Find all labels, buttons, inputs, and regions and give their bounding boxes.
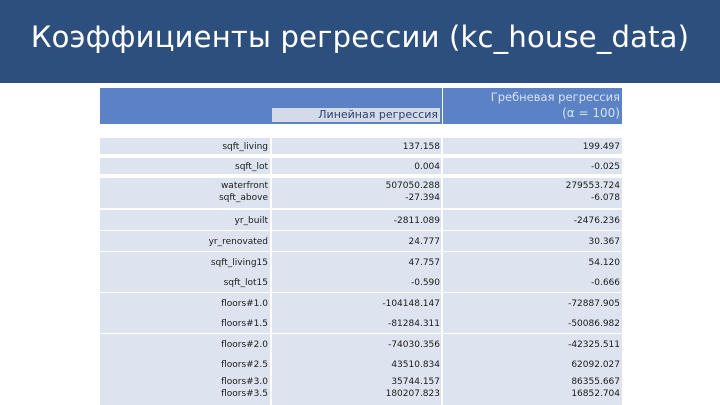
linear-coefficient: -104148.147 bbox=[272, 298, 440, 310]
linear-coefficient: 24.777 bbox=[272, 236, 441, 248]
feature-label-line: sqft_lot bbox=[235, 162, 268, 172]
table-row bbox=[100, 178, 622, 208]
table-row bbox=[100, 374, 622, 405]
ridge-coefficient: 62092.027 bbox=[443, 359, 620, 371]
ridge-coefficient: -72887.905 bbox=[443, 298, 620, 310]
linear-coefficient-line: -74030.356 bbox=[388, 340, 440, 350]
ridge-coefficient-line: 199.497 bbox=[582, 142, 620, 152]
linear-coefficient-line: 137.158 bbox=[402, 142, 440, 152]
ridge-coefficient: 86355.667 16852.704 bbox=[443, 376, 620, 400]
linear-coefficient-line: -27.394 bbox=[405, 193, 440, 203]
column-separator bbox=[270, 124, 272, 405]
linear-coefficient-line: -81284.311 bbox=[388, 319, 440, 329]
feature-label-line: sqft_living15 bbox=[210, 258, 268, 268]
linear-coefficient-line: 35744.157 bbox=[391, 377, 440, 387]
linear-coefficient-line: -104148.147 bbox=[382, 299, 440, 309]
feature-label-line: floors#1.0 bbox=[221, 299, 268, 309]
feature-label: waterfront sqft_above bbox=[100, 180, 268, 204]
linear-coefficient-line: 180207.823 bbox=[385, 389, 440, 399]
feature-label-line: floors#2.5 bbox=[221, 360, 268, 370]
linear-coefficient: 137.158 bbox=[272, 141, 440, 153]
table-row bbox=[100, 138, 622, 154]
ridge-coefficient-line: -6.078 bbox=[590, 193, 620, 203]
linear-coefficient: 507050.288 -27.394 bbox=[272, 180, 440, 204]
feature-label-line: floors#1.5 bbox=[221, 319, 268, 329]
table-row bbox=[100, 272, 622, 292]
table-row bbox=[100, 354, 622, 374]
feature-label-line: floors#2.0 bbox=[221, 340, 268, 350]
ridge-coefficient: -2476.236 bbox=[443, 215, 620, 227]
linear-coefficient-line: 43510.834 bbox=[391, 360, 440, 370]
ridge-coefficient-line: -50086.982 bbox=[568, 319, 620, 329]
linear-coefficient-line: 507050.288 bbox=[385, 181, 440, 191]
ridge-coefficient-line: 30.367 bbox=[588, 237, 621, 247]
feature-label-line: floors#3.0 bbox=[221, 377, 268, 387]
ridge-coefficient-line: 86355.667 bbox=[571, 377, 620, 387]
table-row bbox=[100, 313, 622, 333]
feature-label-line: waterfront bbox=[220, 181, 268, 191]
linear-regression-header: Линейная регрессия bbox=[272, 108, 440, 122]
feature-label: floors#2.5 bbox=[100, 359, 268, 371]
linear-coefficient: 0.004 bbox=[272, 161, 440, 173]
ridge-coefficient-line: -72887.905 bbox=[568, 299, 620, 309]
linear-coefficient-line: 24.777 bbox=[408, 237, 441, 247]
feature-label: floors#1.5 bbox=[100, 318, 268, 330]
feature-label-line: yr_built bbox=[234, 216, 268, 226]
table-row bbox=[100, 231, 622, 251]
ridge-coefficient: -50086.982 bbox=[443, 318, 620, 330]
linear-coefficient-line: -0.590 bbox=[410, 278, 440, 288]
linear-coefficient: -2811.089 bbox=[272, 215, 440, 227]
ridge-coefficient-line: 54.120 bbox=[588, 258, 621, 268]
feature-label: floors#3.0 floors#3.5 bbox=[100, 376, 268, 400]
table-row bbox=[100, 252, 622, 272]
feature-label: sqft_lot15 bbox=[100, 277, 268, 289]
ridge-coefficient: -0.666 bbox=[443, 277, 620, 289]
feature-label: floors#2.0 bbox=[100, 339, 268, 351]
table-row bbox=[100, 210, 622, 230]
linear-coefficient: 43510.834 bbox=[272, 359, 440, 371]
feature-label-line: sqft_above bbox=[218, 193, 268, 203]
ridge-coefficient: -0.025 bbox=[443, 161, 620, 173]
feature-label-line: sqft_living bbox=[222, 142, 268, 152]
ridge-coefficient: 279553.724 -6.078 bbox=[443, 180, 620, 204]
linear-coefficient: 47.757 bbox=[272, 257, 441, 269]
ridge-regression-header: Гребневая регрессия bbox=[490, 90, 620, 104]
ridge-coefficient: 54.120 bbox=[443, 257, 621, 269]
linear-coefficient-line: 47.757 bbox=[408, 258, 441, 268]
linear-coefficient: -74030.356 bbox=[272, 339, 440, 351]
ridge-coefficient: 199.497 bbox=[443, 141, 620, 153]
ridge-coefficient: -42325.511 bbox=[443, 339, 620, 351]
linear-coefficient: 35744.157 180207.823 bbox=[272, 376, 440, 400]
ridge-coefficient-line: -42325.511 bbox=[568, 340, 620, 350]
ridge-alpha-header: (α = 100) bbox=[562, 106, 620, 120]
slide-title: Коэффициенты регрессии (kc_house_data) bbox=[30, 20, 690, 54]
ridge-coefficient-line: 62092.027 bbox=[571, 360, 620, 370]
feature-label-line: yr_renovated bbox=[208, 237, 268, 247]
column-separator bbox=[441, 124, 443, 405]
title-bar bbox=[0, 0, 720, 83]
feature-label: sqft_living bbox=[100, 141, 268, 153]
ridge-header-background bbox=[443, 88, 622, 124]
feature-label: yr_built bbox=[100, 215, 268, 227]
linear-coefficient-line: 0.004 bbox=[414, 162, 440, 172]
ridge-coefficient-line: 16852.704 bbox=[571, 389, 620, 399]
feature-label-line: sqft_lot15 bbox=[223, 278, 268, 288]
ridge-coefficient-line: -2476.236 bbox=[573, 216, 620, 226]
feature-label-line: floors#3.5 bbox=[221, 389, 268, 399]
ridge-coefficient: 30.367 bbox=[443, 236, 621, 248]
ridge-coefficient-line: -0.666 bbox=[590, 278, 620, 288]
ridge-coefficient-line: -0.025 bbox=[590, 162, 620, 172]
ridge-coefficient-line: 279553.724 bbox=[565, 181, 620, 191]
feature-label: sqft_living15 bbox=[100, 257, 268, 269]
table-row bbox=[100, 293, 622, 313]
linear-coefficient: -0.590 bbox=[272, 277, 440, 289]
table-row bbox=[100, 334, 622, 354]
table-row bbox=[100, 158, 622, 174]
linear-coefficient-line: -2811.089 bbox=[393, 216, 440, 226]
feature-label: floors#1.0 bbox=[100, 298, 268, 310]
linear-coefficient: -81284.311 bbox=[272, 318, 440, 330]
feature-label: sqft_lot bbox=[100, 161, 268, 173]
feature-label: yr_renovated bbox=[100, 236, 268, 248]
